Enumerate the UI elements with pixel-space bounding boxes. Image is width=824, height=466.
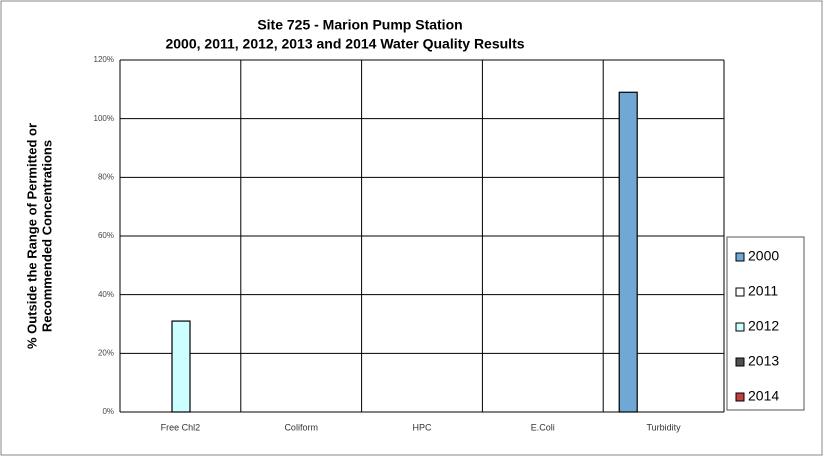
y-tick-label: 60%: [98, 231, 114, 240]
legend-label: 2011: [748, 283, 778, 299]
legend-label: 2012: [748, 318, 779, 334]
legend-swatch: [735, 322, 745, 332]
legend-label: 2013: [748, 353, 779, 369]
chart-title: Site 725 - Marion Pump Station: [257, 17, 462, 33]
x-tick-label: Free Chl2: [161, 422, 201, 432]
y-axis-label-line: Recommended Concentrations: [39, 140, 54, 332]
legend-swatch: [735, 357, 745, 367]
y-axis-label-line: % Outside the Range of Permitted or: [24, 123, 39, 349]
x-tick-label: Turbidity: [647, 422, 682, 432]
x-tick-label: HPC: [412, 422, 432, 432]
legend-swatch: [735, 287, 745, 297]
legend-label: 2000: [748, 248, 779, 264]
y-tick-label: 120%: [94, 55, 114, 64]
y-tick-label: 100%: [94, 114, 114, 123]
legend-swatch: [735, 392, 745, 402]
x-tick-label: E.Coli: [531, 422, 555, 432]
bar: [618, 91, 638, 413]
legend-swatch: [735, 252, 745, 262]
y-tick-label: 40%: [98, 290, 114, 299]
y-tick-label: 0%: [102, 407, 114, 416]
bar: [171, 320, 191, 413]
y-axis-label: % Outside the Range of Permitted or Reco…: [24, 123, 54, 349]
x-tick-label: Coliform: [284, 422, 318, 432]
frame: [0, 0, 823, 456]
y-tick-label: 20%: [98, 348, 114, 357]
y-tick-label: 80%: [98, 172, 114, 181]
legend-label: 2014: [748, 388, 779, 404]
chart-subtitle: 2000, 2011, 2012, 2013 and 2014 Water Qu…: [165, 36, 524, 52]
